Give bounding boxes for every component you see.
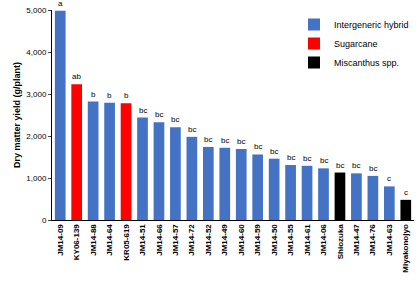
svg-text:bc: bc: [237, 137, 245, 146]
svg-text:bc: bc: [287, 153, 295, 162]
svg-text:bc: bc: [320, 156, 328, 165]
svg-text:bc: bc: [221, 136, 229, 145]
svg-text:4,000: 4,000: [26, 48, 47, 57]
svg-text:Dry matter yield (g/plant): Dry matter yield (g/plant): [12, 62, 22, 168]
svg-text:bc: bc: [171, 115, 179, 124]
svg-text:b: b: [124, 91, 129, 100]
svg-text:bc: bc: [139, 106, 147, 115]
svg-text:JM14-88: JM14-88: [89, 224, 98, 256]
svg-text:JM14-66: JM14-66: [155, 224, 164, 256]
svg-text:a: a: [58, 0, 63, 8]
svg-text:Intergeneric hybrid: Intergeneric hybrid: [334, 20, 409, 30]
svg-text:1,000: 1,000: [26, 174, 47, 183]
svg-text:b: b: [107, 91, 112, 100]
svg-text:JM14-09: JM14-09: [56, 224, 65, 256]
svg-text:JM14-64: JM14-64: [105, 224, 114, 256]
svg-text:5,000: 5,000: [26, 6, 47, 15]
svg-text:bc: bc: [303, 154, 311, 163]
svg-text:JM14-06: JM14-06: [319, 224, 328, 256]
svg-text:0: 0: [42, 216, 47, 225]
svg-text:JM14-63: JM14-63: [385, 224, 394, 256]
svg-text:KR05-619: KR05-619: [122, 224, 131, 261]
svg-text:Sugarcane: Sugarcane: [334, 39, 378, 49]
svg-text:3,000: 3,000: [26, 90, 47, 99]
svg-text:JM14-50: JM14-50: [270, 224, 279, 256]
svg-text:JM14-51: JM14-51: [138, 224, 147, 256]
svg-text:bc: bc: [254, 142, 262, 151]
svg-text:KY06-139: KY06-139: [72, 224, 81, 261]
svg-text:JM14-61: JM14-61: [303, 224, 312, 256]
svg-text:Miscanthus spp.: Miscanthus spp.: [334, 58, 399, 68]
svg-text:JM14-55: JM14-55: [286, 224, 295, 256]
svg-text:c: c: [387, 174, 391, 183]
svg-text:ab: ab: [72, 72, 81, 81]
svg-text:bc: bc: [270, 147, 278, 156]
svg-text:bc: bc: [188, 125, 196, 134]
svg-text:JM14-52: JM14-52: [204, 224, 213, 256]
svg-text:bc: bc: [204, 135, 212, 144]
svg-text:Miyakonojyo: Miyakonojyo: [401, 224, 410, 273]
svg-text:JM14-72: JM14-72: [187, 224, 196, 256]
svg-text:bc: bc: [155, 110, 163, 119]
svg-text:bc: bc: [369, 164, 377, 173]
svg-text:Shiozuka: Shiozuka: [336, 224, 345, 260]
svg-text:bc: bc: [352, 161, 360, 170]
svg-text:JM14-60: JM14-60: [237, 224, 246, 256]
svg-text:JM14-47: JM14-47: [352, 224, 361, 256]
svg-text:JM14-76: JM14-76: [368, 224, 377, 256]
svg-text:bc: bc: [336, 161, 344, 170]
svg-text:JM14-57: JM14-57: [171, 224, 180, 256]
svg-text:JM14-49: JM14-49: [220, 224, 229, 256]
svg-text:2,000: 2,000: [26, 132, 47, 141]
svg-text:b: b: [91, 90, 96, 99]
svg-text:JM14-59: JM14-59: [253, 224, 262, 256]
svg-text:c: c: [404, 188, 408, 197]
